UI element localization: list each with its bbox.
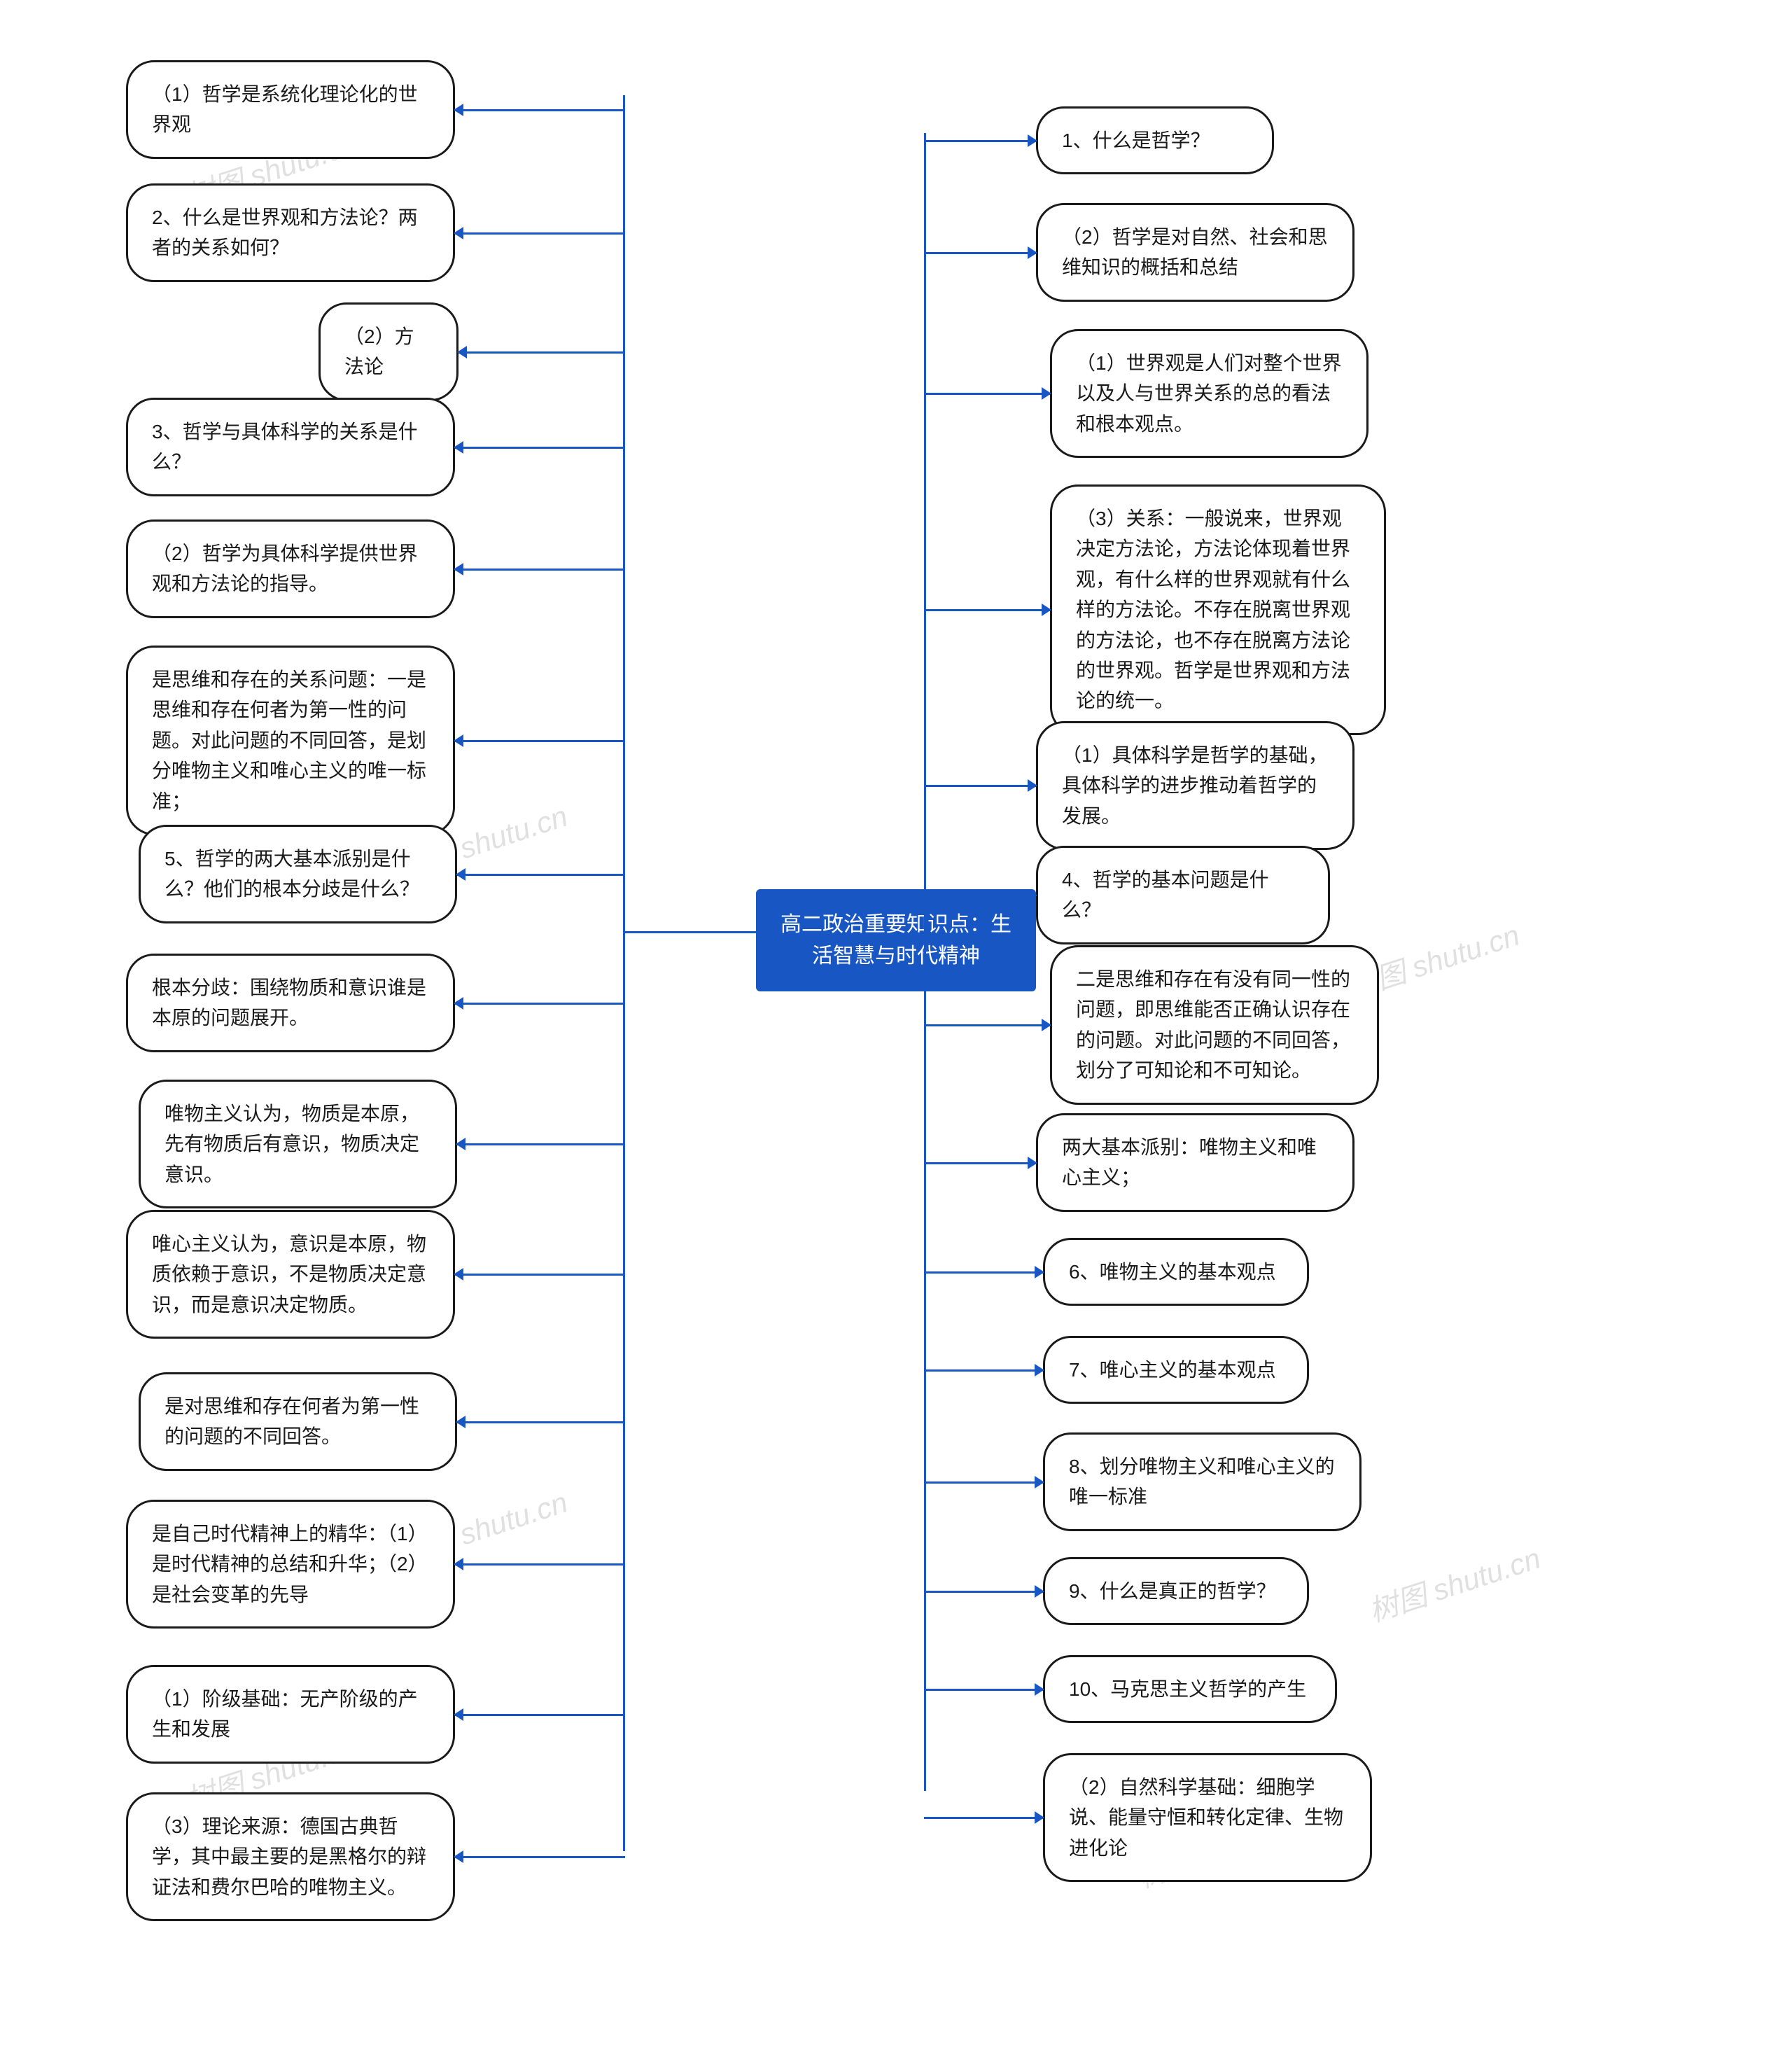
right-arrow-r2 — [1028, 246, 1037, 259]
right-arrow-r4 — [1042, 604, 1051, 616]
right-node-r3: （1）世界观是人们对整个世界以及人与世界关系的总的看法和根本观点。 — [1050, 329, 1368, 458]
right-arrow-r6 — [1028, 889, 1037, 902]
left-arrow-l12 — [454, 1558, 463, 1570]
right-node-r6: 4、哲学的基本问题是什么？ — [1036, 846, 1330, 944]
left-arrow-l4 — [454, 441, 463, 454]
left-arrow-l7 — [456, 868, 465, 881]
right-arrow-r1 — [1028, 134, 1037, 147]
watermark: 树图 shutu.cn — [1363, 1535, 1546, 1631]
left-arrow-l3 — [457, 346, 467, 358]
left-node-l12: 是自己时代精神上的精华：（1）是时代精神的总结和升华；（2）是社会变革的先导 — [126, 1500, 455, 1629]
left-connector-l11 — [457, 1421, 625, 1423]
right-node-r13: 10、马克思主义哲学的产生 — [1043, 1655, 1337, 1723]
right-arrow-r3 — [1042, 387, 1051, 400]
left-node-l10: 唯心主义认为，意识是本原，物质依赖于意识，不是物质决定意识，而是意识决定物质。 — [126, 1210, 455, 1339]
left-node-l9: 唯物主义认为，物质是本原，先有物质后有意识，物质决定意识。 — [139, 1080, 457, 1208]
right-arrow-r11 — [1035, 1476, 1044, 1488]
left-connector-l12 — [455, 1563, 625, 1566]
left-node-l14: （3）理论来源：德国古典哲学，其中最主要的是黑格尔的辩证法和费尔巴哈的唯物主义。 — [126, 1792, 455, 1921]
left-arrow-l8 — [454, 997, 463, 1010]
left-connector-l13 — [455, 1714, 625, 1716]
right-trunk — [924, 133, 926, 1791]
left-arrow-l11 — [456, 1416, 465, 1428]
right-node-r10: 7、唯心主义的基本观点 — [1043, 1336, 1309, 1404]
left-arrow-l13 — [454, 1708, 463, 1721]
center-node: 高二政治重要知识点：生活智慧与时代精神 — [756, 889, 1036, 991]
right-arrow-r14 — [1035, 1811, 1044, 1824]
right-node-r2: （2）哲学是对自然、社会和思维知识的概括和总结 — [1036, 203, 1354, 302]
left-connector-l5 — [455, 569, 625, 571]
right-connector-r14 — [924, 1817, 1043, 1819]
right-arrow-r5 — [1028, 779, 1037, 792]
left-connector-l1 — [455, 109, 625, 111]
right-arrow-r10 — [1035, 1364, 1044, 1376]
right-arrow-r12 — [1035, 1585, 1044, 1598]
right-arrow-r7 — [1042, 1019, 1051, 1031]
right-connector-r4 — [924, 609, 1050, 611]
left-arrow-l6 — [454, 734, 463, 747]
right-node-r14: （2）自然科学基础：细胞学说、能量守恒和转化定律、生物进化论 — [1043, 1753, 1372, 1882]
right-node-r7: 二是思维和存在有没有同一性的问题，即思维能否正确认识存在的问题。对此问题的不同回… — [1050, 945, 1379, 1105]
left-connector-l3 — [458, 351, 625, 354]
left-trunk — [623, 95, 625, 1851]
left-connector-l6 — [455, 740, 625, 742]
left-node-l5: （2）哲学为具体科学提供世界观和方法论的指导。 — [126, 520, 455, 618]
left-node-l13: （1）阶级基础：无产阶级的产生和发展 — [126, 1665, 455, 1764]
left-node-l6: 是思维和存在的关系问题：一是思维和存在何者为第一性的问题。对此问题的不同回答，是… — [126, 646, 455, 835]
right-connector-r5 — [924, 785, 1036, 787]
right-arrow-r8 — [1028, 1157, 1037, 1169]
right-arrow-r9 — [1035, 1266, 1044, 1278]
left-connector-l2 — [455, 232, 625, 235]
left-node-l3: （2）方法论 — [318, 302, 458, 401]
right-connector-r11 — [924, 1481, 1043, 1484]
right-node-r12: 9、什么是真正的哲学？ — [1043, 1557, 1309, 1625]
right-connector-r2 — [924, 252, 1036, 254]
left-connector-l8 — [455, 1003, 625, 1005]
right-connector-r9 — [924, 1271, 1043, 1274]
left-arrow-l10 — [454, 1268, 463, 1281]
left-node-l11: 是对思维和存在何者为第一性的问题的不同回答。 — [139, 1372, 457, 1471]
left-arrow-l1 — [454, 104, 463, 116]
right-arrow-r13 — [1035, 1683, 1044, 1696]
left-node-l1: （1）哲学是系统化理论化的世界观 — [126, 60, 455, 159]
right-connector-r1 — [924, 140, 1036, 142]
right-node-r1: 1、什么是哲学？ — [1036, 106, 1274, 174]
right-node-r8: 两大基本派别：唯物主义和唯心主义； — [1036, 1113, 1354, 1212]
left-node-l2: 2、什么是世界观和方法论？两者的关系如何？ — [126, 183, 455, 282]
left-node-l8: 根本分歧：围绕物质和意识谁是本原的问题展开。 — [126, 954, 455, 1052]
left-connector-l9 — [457, 1143, 625, 1145]
right-connector-r8 — [924, 1162, 1036, 1164]
left-node-l4: 3、哲学与具体科学的关系是什么？ — [126, 398, 455, 496]
right-node-r5: （1）具体科学是哲学的基础，具体科学的进步推动着哲学的发展。 — [1036, 721, 1354, 850]
right-connector-r10 — [924, 1369, 1043, 1372]
left-connector-l10 — [455, 1274, 625, 1276]
right-node-r11: 8、划分唯物主义和唯心主义的唯一标准 — [1043, 1432, 1362, 1531]
left-connector-l4 — [455, 447, 625, 449]
right-node-r9: 6、唯物主义的基本观点 — [1043, 1238, 1309, 1306]
left-connector-l14 — [455, 1856, 625, 1858]
left-connector-l7 — [457, 874, 625, 876]
left-arrow-l2 — [454, 227, 463, 239]
left-arrow-l9 — [456, 1138, 465, 1150]
right-connector-r12 — [924, 1591, 1043, 1593]
right-connector-r7 — [924, 1024, 1050, 1026]
left-arrow-l14 — [454, 1850, 463, 1863]
right-connector-r13 — [924, 1689, 1043, 1691]
right-connector-r6 — [924, 895, 1036, 897]
right-node-r4: （3）关系：一般说来，世界观决定方法论，方法论体现着世界观，有什么样的世界观就有… — [1050, 484, 1386, 735]
left-arrow-l5 — [454, 563, 463, 576]
right-connector-r3 — [924, 393, 1050, 395]
left-node-l7: 5、哲学的两大基本派别是什么？他们的根本分歧是什么？ — [139, 825, 457, 923]
center-to-left-connector — [623, 931, 756, 933]
